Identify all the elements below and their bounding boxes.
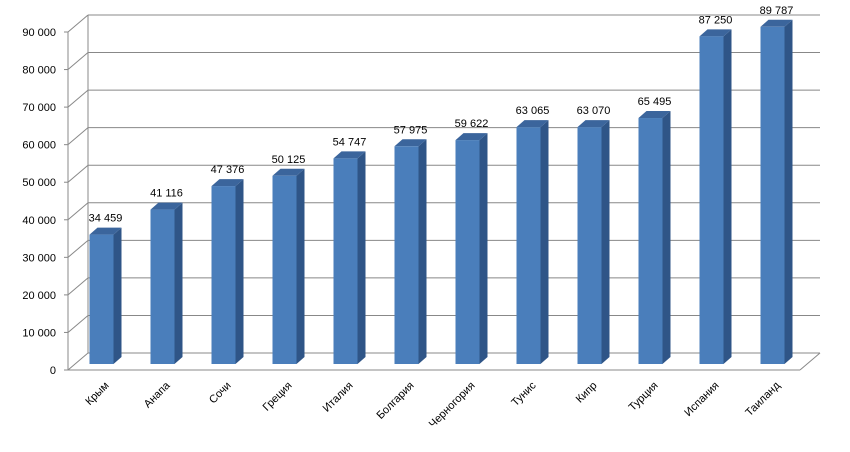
bar-side — [540, 120, 549, 365]
y-tick-label: 0 — [50, 365, 56, 377]
bar — [699, 29, 732, 364]
side-wall-gridline — [67, 315, 89, 333]
data-label: 47 376 — [211, 164, 245, 176]
bar — [211, 179, 244, 364]
y-tick-label: 60 000 — [22, 140, 56, 152]
bar-side — [113, 227, 122, 364]
bar — [516, 120, 549, 365]
x-tick-label: Кипр — [574, 380, 600, 406]
side-wall-gridline — [67, 277, 89, 296]
bar-front — [272, 175, 297, 364]
bar — [394, 139, 427, 364]
side-wall-gridline — [67, 14, 89, 33]
bar-front — [516, 127, 541, 365]
data-label: 34 459 — [89, 213, 123, 225]
y-tick-label: 70 000 — [22, 102, 56, 114]
bar-front — [577, 127, 602, 364]
bar — [638, 111, 671, 364]
data-label: 63 065 — [516, 105, 550, 117]
bar-front — [89, 234, 114, 364]
bar-side — [174, 202, 183, 364]
grid-layer — [67, 14, 820, 371]
bar-side — [662, 111, 671, 364]
data-label: 87 250 — [699, 14, 733, 26]
x-tick-label: Италия — [321, 380, 356, 415]
y-tick-label: 30 000 — [22, 252, 56, 264]
bars-layer — [89, 19, 793, 365]
side-wall-gridline — [67, 127, 89, 146]
bar-side — [479, 133, 488, 364]
bar — [89, 227, 122, 364]
bar-front — [150, 209, 175, 364]
data-label: 50 125 — [272, 154, 306, 166]
axis-layer — [64, 15, 821, 371]
bar — [150, 202, 183, 364]
y-tick-label: 10 000 — [22, 327, 56, 339]
bar-top — [577, 120, 610, 128]
bar-front — [760, 26, 785, 365]
x-tick-label: Анапа — [142, 379, 173, 410]
x-tick-label: Черногория — [427, 380, 478, 431]
bar-side — [418, 139, 427, 364]
bar-top — [455, 133, 488, 141]
data-label: 41 116 — [150, 188, 183, 200]
side-wall-gridline — [67, 164, 89, 183]
data-label: 57 975 — [394, 124, 428, 136]
bar-front — [699, 36, 724, 364]
data-label: 89 787 — [760, 5, 794, 17]
data-label: 63 070 — [577, 105, 611, 117]
bar-top — [89, 227, 122, 235]
side-wall-gridline — [67, 239, 89, 258]
bar — [333, 151, 366, 364]
side-wall-gridline — [67, 52, 89, 70]
data-label: 65 495 — [638, 96, 672, 108]
side-wall-gridline — [67, 352, 89, 371]
x-tick-label: Таиланд — [743, 379, 783, 419]
side-wall-gridline — [67, 89, 89, 108]
bar-top — [699, 29, 732, 37]
y-tick-label: 20 000 — [22, 290, 56, 302]
bar-side — [601, 120, 610, 364]
bar-side — [357, 151, 366, 364]
y-tick-label: 90 000 — [22, 27, 56, 39]
bar-front — [394, 146, 419, 364]
bar-front — [211, 186, 236, 364]
bar-front — [333, 158, 358, 364]
bar-top — [211, 179, 244, 187]
x-tick-label: Сочи — [207, 380, 234, 407]
bar-front — [638, 118, 663, 364]
bar-side — [784, 19, 793, 365]
x-tick-label: Турция — [627, 380, 661, 414]
data-label: 54 747 — [333, 136, 367, 148]
floor-right-edge — [799, 352, 821, 371]
y-tick-label: 40 000 — [22, 215, 56, 227]
bar — [272, 168, 305, 364]
y-tick-label: 50 000 — [22, 177, 56, 189]
bar-top — [516, 120, 549, 128]
bar-side — [296, 168, 305, 364]
bar-side — [723, 29, 732, 364]
bar-top — [638, 111, 671, 119]
bar-top — [150, 202, 183, 210]
x-tick-label: Греция — [261, 380, 295, 414]
bar — [577, 120, 610, 364]
bar-top — [760, 19, 793, 27]
data-label: 59 622 — [455, 118, 489, 130]
y-tick-label: 80 000 — [22, 65, 56, 77]
bar-side — [235, 179, 244, 364]
x-tick-label: Болгария — [374, 380, 416, 422]
bar — [760, 19, 793, 365]
bar-top — [394, 139, 427, 147]
bar-front — [455, 140, 480, 364]
bar-top — [272, 168, 305, 176]
bar-top — [333, 151, 366, 159]
x-tick-label: Крым — [83, 380, 111, 408]
x-tick-label: Испания — [682, 380, 721, 419]
x-tick-label: Тунис — [509, 379, 539, 409]
bar — [455, 133, 488, 364]
side-wall-gridline — [67, 202, 89, 221]
